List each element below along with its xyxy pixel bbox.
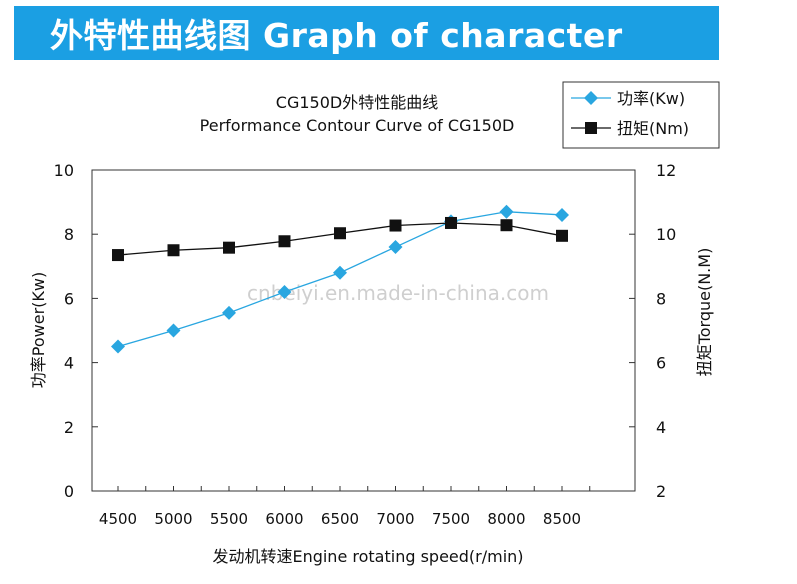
power-point — [333, 265, 347, 280]
torque-point — [167, 244, 180, 257]
x-axis-label: 发动机转速Engine rotating speed(r/min) — [212, 547, 523, 566]
y-left-tick-label: 4 — [64, 354, 74, 373]
y-right-tick-label: 8 — [656, 289, 666, 308]
torque-point — [556, 229, 568, 242]
y-left-tick-label: 6 — [64, 289, 74, 308]
plot-frame — [91, 169, 636, 492]
y-right-tick-label: 6 — [656, 354, 666, 373]
legend-torque-label: 扭矩(Nm) — [617, 119, 689, 138]
y-right-tick-label: 4 — [656, 418, 666, 437]
y-right-tick-label: 2 — [656, 482, 666, 501]
torque-point — [223, 241, 235, 254]
power-point — [388, 240, 403, 255]
watermark: cnbeiyi.en.made-in-china.com — [247, 281, 549, 305]
x-tick-label: 5500 — [210, 510, 248, 528]
x-tick-label: 6500 — [321, 510, 359, 528]
x-tick-label: 6000 — [265, 510, 303, 528]
x-tick-label: 7000 — [376, 510, 414, 528]
y-axis-left-label: 功率Power(Kw) — [29, 272, 48, 388]
y-left-tick-label: 8 — [64, 225, 74, 244]
power-point — [499, 204, 514, 219]
y-left-tick-label: 2 — [64, 418, 74, 437]
chart-title-en: Performance Contour Curve of CG150D — [200, 116, 515, 135]
banner-title: 外特性曲线图 Graph of character — [50, 16, 623, 55]
power-point — [277, 284, 292, 299]
power-point — [111, 339, 125, 354]
x-tick-label: 4500 — [99, 510, 137, 528]
x-tick-label: 8000 — [487, 510, 525, 528]
title-banner: 外特性曲线图 Graph of character — [14, 6, 719, 60]
power-point — [222, 305, 236, 320]
torque-point — [500, 219, 513, 232]
y-left-tick-label: 10 — [54, 161, 74, 180]
x-tick-label: 5000 — [154, 510, 192, 528]
power-point — [166, 323, 181, 338]
torque-point — [445, 216, 457, 229]
legend-power-marker — [584, 91, 598, 105]
power-point — [555, 207, 569, 222]
legend-power-label: 功率(Kw) — [617, 89, 685, 108]
torque-point — [112, 249, 124, 262]
legend-torque-marker — [585, 122, 597, 134]
torque-point — [389, 219, 402, 232]
torque-point — [334, 227, 346, 240]
y-right-tick-label: 12 — [656, 161, 676, 180]
y-left-tick-label: 0 — [64, 482, 74, 501]
x-tick-label: 7500 — [432, 510, 470, 528]
torque-point — [278, 235, 291, 248]
y-right-tick-label: 10 — [656, 225, 676, 244]
chart-title-cn: CG150D外特性能曲线 — [276, 93, 438, 112]
y-axis-right-label: 扭矩Torque(N.M) — [695, 248, 714, 377]
x-tick-label: 8500 — [543, 510, 581, 528]
legend: 功率(Kw) 扭矩(Nm) — [562, 81, 720, 149]
